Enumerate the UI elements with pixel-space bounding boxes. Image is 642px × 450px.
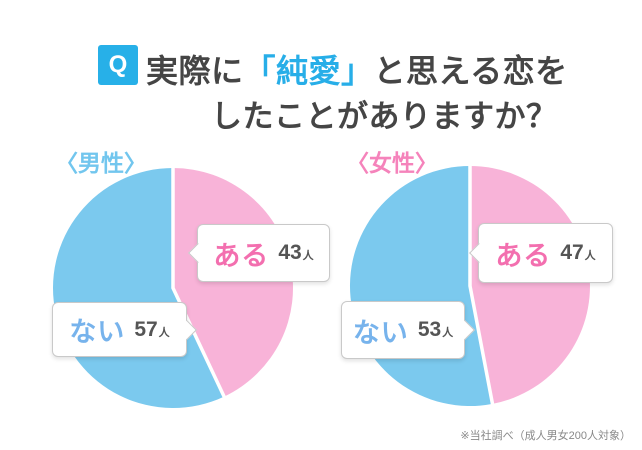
count-unit: 人 — [302, 250, 314, 262]
question-title-line1: 実際に「純愛」と思える恋を — [146, 46, 568, 92]
count-unit: 人 — [584, 250, 596, 262]
count-value: 53 — [417, 318, 442, 341]
question-badge: Q — [98, 45, 138, 85]
count-value: 47 — [560, 241, 584, 264]
callout-male-nai: ない 57人 — [52, 302, 197, 357]
answer-count: 47人 — [560, 241, 595, 265]
count-unit: 人 — [158, 326, 170, 339]
survey-source-note: ※当社調べ（成人男女200人対象） — [460, 430, 631, 442]
count-unit: 人 — [442, 327, 454, 339]
title-suffix: と思える恋を — [373, 53, 568, 89]
answer-label-aru: ある — [213, 240, 270, 271]
answer-count: 57人 — [134, 318, 169, 342]
pie-chart-male — [52, 165, 293, 408]
chart-title-male: 〈男性〉 — [55, 150, 147, 176]
title-highlight: 「純愛」 — [243, 53, 374, 89]
answer-label-aru: ある — [495, 240, 552, 271]
pie-chart-female — [349, 163, 590, 407]
callout-female-nai: ない 53人 — [341, 301, 475, 359]
answer-count: 53人 — [418, 318, 453, 342]
title-prefix: 実際に — [146, 53, 244, 89]
callout-male-aru: ある 43人 — [187, 224, 330, 282]
answer-count: 43人 — [278, 241, 313, 265]
count-value: 57 — [134, 317, 158, 341]
count-value: 43 — [278, 241, 302, 264]
question-title-line2: したことがありますか？ — [211, 99, 558, 134]
callout-female-aru: ある 47人 — [468, 223, 613, 283]
answer-label-nai: ない — [69, 317, 126, 347]
chart-title-female: 〈女性〉 — [346, 150, 438, 176]
answer-label-nai: ない — [352, 317, 409, 348]
